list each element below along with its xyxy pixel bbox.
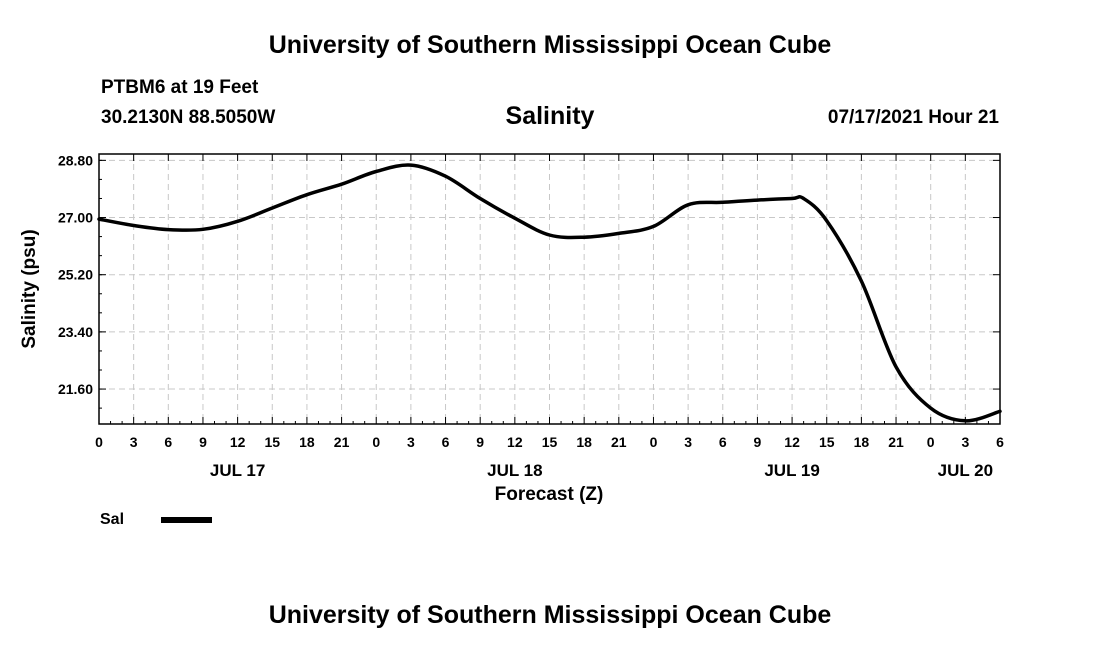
x-tick-label: 12 (507, 434, 523, 450)
x-axis-label: Forecast (Z) (495, 484, 604, 505)
x-tick-label: 21 (888, 434, 904, 450)
x-tick-label: 9 (476, 434, 484, 450)
date-label: JUL 17 (210, 461, 265, 480)
x-tick-label: 0 (927, 434, 935, 450)
station-label: PTBM6 at 19 Feet (101, 77, 259, 98)
y-tick-label: 25.20 (58, 267, 93, 283)
date-label: JUL 19 (764, 461, 819, 480)
x-tick-label: 12 (230, 434, 246, 450)
x-tick-label: 21 (611, 434, 627, 450)
x-tick-label: 18 (576, 434, 592, 450)
main-title: University of Southern Mississippi Ocean… (268, 31, 832, 59)
x-tick-label: 15 (542, 434, 558, 450)
y-tick-labels: 21.60 23.40 25.20 27.00 28.80 (58, 152, 93, 397)
x-tick-label: 0 (650, 434, 658, 450)
x-tick-label: 3 (684, 434, 692, 450)
date-labels: JUL 17 JUL 18 JUL 19 JUL 20 (210, 461, 993, 480)
x-tick-label: 18 (299, 434, 315, 450)
series-line-sal (97, 163, 1002, 423)
x-tick-label: 0 (95, 434, 103, 450)
y-tick-label: 21.60 (58, 381, 93, 397)
date-label: JUL 20 (938, 461, 993, 480)
date-label: JUL 18 (487, 461, 542, 480)
x-tick-label: 6 (442, 434, 450, 450)
x-tick-label: 15 (819, 434, 835, 450)
x-tick-labels: 0 3 6 9 12 15 18 21 0 3 6 9 12 15 18 21 0 3 6 9 12 15 18 21 0 3 6 (95, 434, 1004, 450)
x-tick-label: 21 (334, 434, 350, 450)
timestamp-label: 07/17/2021 Hour 21 (827, 107, 999, 128)
x-tick-label: 15 (264, 434, 280, 450)
chart-title: Salinity (505, 102, 595, 130)
x-tick-label: 12 (784, 434, 800, 450)
x-tick-label: 18 (854, 434, 870, 450)
footer-title: University of Southern Mississippi Ocean… (268, 601, 832, 629)
y-tick-label: 27.00 (58, 210, 93, 226)
coordinates-label: 30.2130N 88.5050W (101, 107, 276, 128)
x-tick-label: 6 (996, 434, 1004, 450)
y-tick-label: 23.40 (58, 324, 93, 340)
x-tick-label: 9 (199, 434, 207, 450)
y-tick-label: 28.80 (58, 152, 93, 168)
axis-ticks (98, 154, 1001, 424)
x-tick-label: 3 (130, 434, 138, 450)
x-tick-label: 6 (164, 434, 172, 450)
y-axis-label: Salinity (psu) (19, 229, 40, 348)
x-tick-label: 3 (961, 434, 969, 450)
x-tick-label: 3 (407, 434, 415, 450)
x-tick-label: 6 (719, 434, 727, 450)
legend-label: Sal (100, 511, 124, 528)
grid (99, 154, 1000, 424)
x-tick-label: 9 (754, 434, 762, 450)
x-tick-label: 0 (372, 434, 380, 450)
